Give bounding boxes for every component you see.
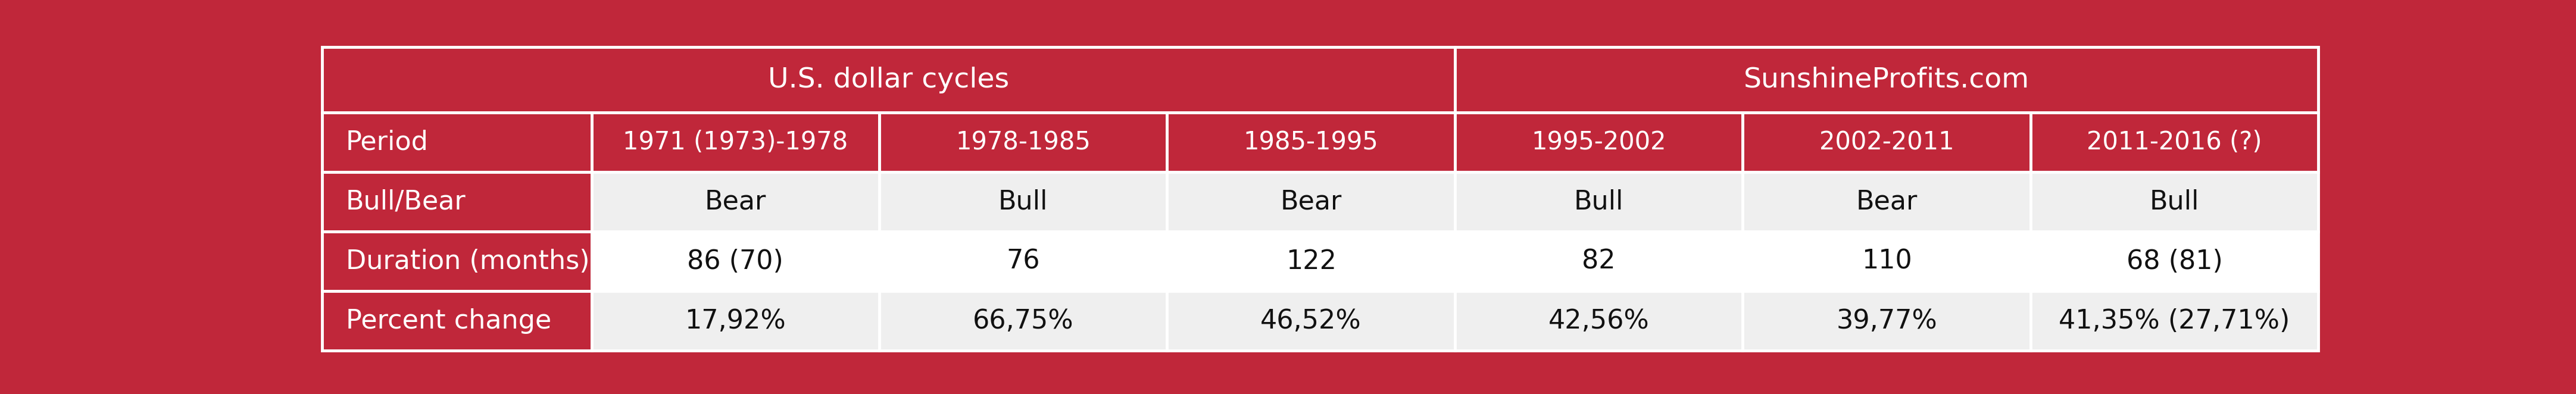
Text: Duration (months): Duration (months) [345, 249, 590, 274]
Text: 39,77%: 39,77% [1837, 308, 1937, 334]
Text: 46,52%: 46,52% [1260, 308, 1363, 334]
Text: 2002-2011: 2002-2011 [1819, 130, 1955, 155]
Text: 66,75%: 66,75% [974, 308, 1074, 334]
Bar [878, 232, 1167, 291]
Text: Bull: Bull [999, 189, 1048, 215]
Text: 122: 122 [1285, 249, 1337, 274]
Bar [322, 232, 592, 291]
Bar [592, 291, 878, 351]
Text: 41,35% (27,71%): 41,35% (27,71%) [2058, 308, 2290, 334]
Text: SunshineProfits.com: SunshineProfits.com [1744, 67, 2030, 93]
Bar [322, 172, 592, 232]
Text: U.S. dollar cycles: U.S. dollar cycles [768, 67, 1010, 93]
Text: 42,56%: 42,56% [1548, 308, 1649, 334]
Bar [2030, 113, 2318, 172]
Bar [878, 291, 1167, 351]
Text: 1978-1985: 1978-1985 [956, 130, 1090, 155]
Text: 1995-2002: 1995-2002 [1533, 130, 1667, 155]
Bar [1455, 232, 1744, 291]
Text: Bear: Bear [1280, 189, 1342, 215]
Bar [322, 113, 592, 172]
Bar [1455, 291, 1744, 351]
Bar [1167, 232, 1455, 291]
Text: 1985-1995: 1985-1995 [1244, 130, 1378, 155]
Bar [2030, 172, 2318, 232]
Text: 2011-2016 (?): 2011-2016 (?) [2087, 130, 2262, 155]
Bar [1167, 291, 1455, 351]
Bar [2030, 291, 2318, 351]
Bar [322, 291, 592, 351]
Bar [592, 172, 878, 232]
Bar [1455, 47, 2318, 113]
Text: Bear: Bear [1855, 189, 1917, 215]
Text: 1971 (1973)-1978: 1971 (1973)-1978 [623, 130, 848, 155]
Bar [878, 113, 1167, 172]
Text: 86 (70): 86 (70) [688, 249, 783, 274]
Text: Bull: Bull [1574, 189, 1623, 215]
Bar [1744, 291, 2030, 351]
Bar [1744, 113, 2030, 172]
Text: Bear: Bear [706, 189, 765, 215]
Text: Percent change: Percent change [345, 308, 551, 334]
Bar [1744, 172, 2030, 232]
Bar [1455, 172, 1744, 232]
Bar [878, 172, 1167, 232]
Bar [322, 47, 1455, 113]
Bar [1167, 113, 1455, 172]
Text: 76: 76 [1007, 249, 1041, 274]
Bar [592, 232, 878, 291]
Bar [1744, 232, 2030, 291]
Text: 110: 110 [1862, 249, 1911, 274]
Bar [2030, 232, 2318, 291]
Bar [1455, 113, 1744, 172]
Text: Bull: Bull [2151, 189, 2200, 215]
Bar [592, 113, 878, 172]
Text: 17,92%: 17,92% [685, 308, 786, 334]
Text: 68 (81): 68 (81) [2125, 249, 2223, 274]
Text: 82: 82 [1582, 249, 1615, 274]
Bar [1167, 172, 1455, 232]
Text: Period: Period [345, 130, 428, 155]
Text: Bull/Bear: Bull/Bear [345, 189, 466, 215]
